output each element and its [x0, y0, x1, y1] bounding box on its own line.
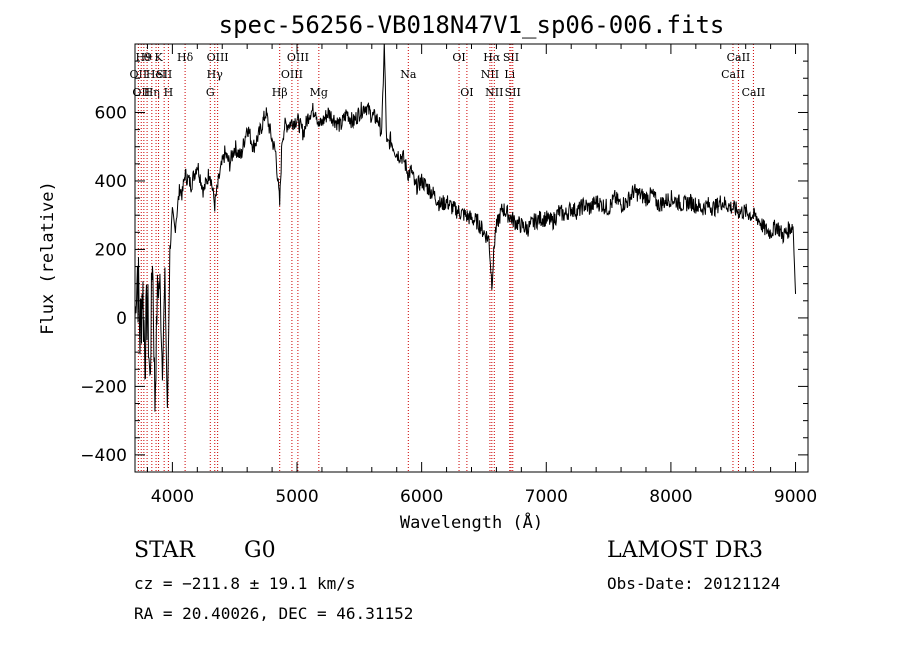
line-label: NII	[481, 68, 499, 81]
line-label: Na	[400, 68, 417, 81]
line-label: OIII	[207, 51, 229, 64]
line-label: SII	[503, 51, 519, 64]
line-label: OI	[452, 51, 465, 64]
y-tick-label: 0	[116, 309, 127, 329]
y-tick-label: −200	[80, 377, 127, 397]
line-label: Hα	[483, 51, 501, 64]
y-tick-label: 200	[95, 240, 127, 260]
x-tick-label: 7000	[525, 487, 568, 507]
line-label: HeI	[146, 68, 166, 81]
coordinates: RA = 20.40026, DEC = 46.31152	[134, 604, 414, 623]
line-label: Mg	[310, 86, 328, 99]
x-tick-label: 6000	[400, 487, 443, 507]
plot-frame	[134, 43, 809, 473]
line-label: OII	[130, 68, 148, 81]
redshift-cz: cz = −211.8 ± 19.1 km/s	[134, 574, 356, 593]
y-tick-label: −400	[80, 446, 127, 466]
line-label: NII	[485, 86, 503, 99]
line-label: θ	[144, 51, 151, 64]
line-label: G	[206, 86, 215, 99]
x-tick-label: 5000	[275, 487, 318, 507]
line-label: OIII	[287, 51, 309, 64]
line-label: CaII	[727, 51, 751, 64]
line-label: CaII	[742, 86, 766, 99]
y-tick-label: 600	[95, 103, 127, 123]
line-label: Hδ	[177, 51, 194, 64]
line-label: OI	[460, 86, 473, 99]
chart-title: spec-56256-VB018N47V1_sp06-006.fits	[219, 11, 725, 39]
line-label: OIII	[281, 68, 303, 81]
x-tick-label: 4000	[151, 487, 194, 507]
line-label: CaII	[721, 68, 745, 81]
line-label: Hγ	[207, 68, 224, 81]
spectrum-line	[135, 44, 797, 412]
line-label: Hβ	[272, 86, 288, 99]
line-label: Li	[504, 68, 515, 81]
object-class: STAR	[134, 538, 195, 563]
y-tick-label: 400	[95, 172, 127, 192]
line-label: H	[164, 86, 174, 99]
line-label: SII	[156, 68, 172, 81]
x-tick-label: 9000	[774, 487, 817, 507]
line-label: Hη	[144, 86, 160, 99]
survey-label: LAMOST DR3	[607, 538, 763, 563]
line-label: SII	[505, 86, 521, 99]
y-axis-label: Flux (relative)	[38, 181, 58, 335]
x-axis-label: Wavelength (Å)	[400, 511, 543, 533]
observation-date: Obs-Date: 20121124	[607, 574, 781, 593]
line-label: K	[154, 51, 163, 64]
object-subclass: G0	[244, 538, 276, 563]
x-tick-label: 8000	[649, 487, 692, 507]
